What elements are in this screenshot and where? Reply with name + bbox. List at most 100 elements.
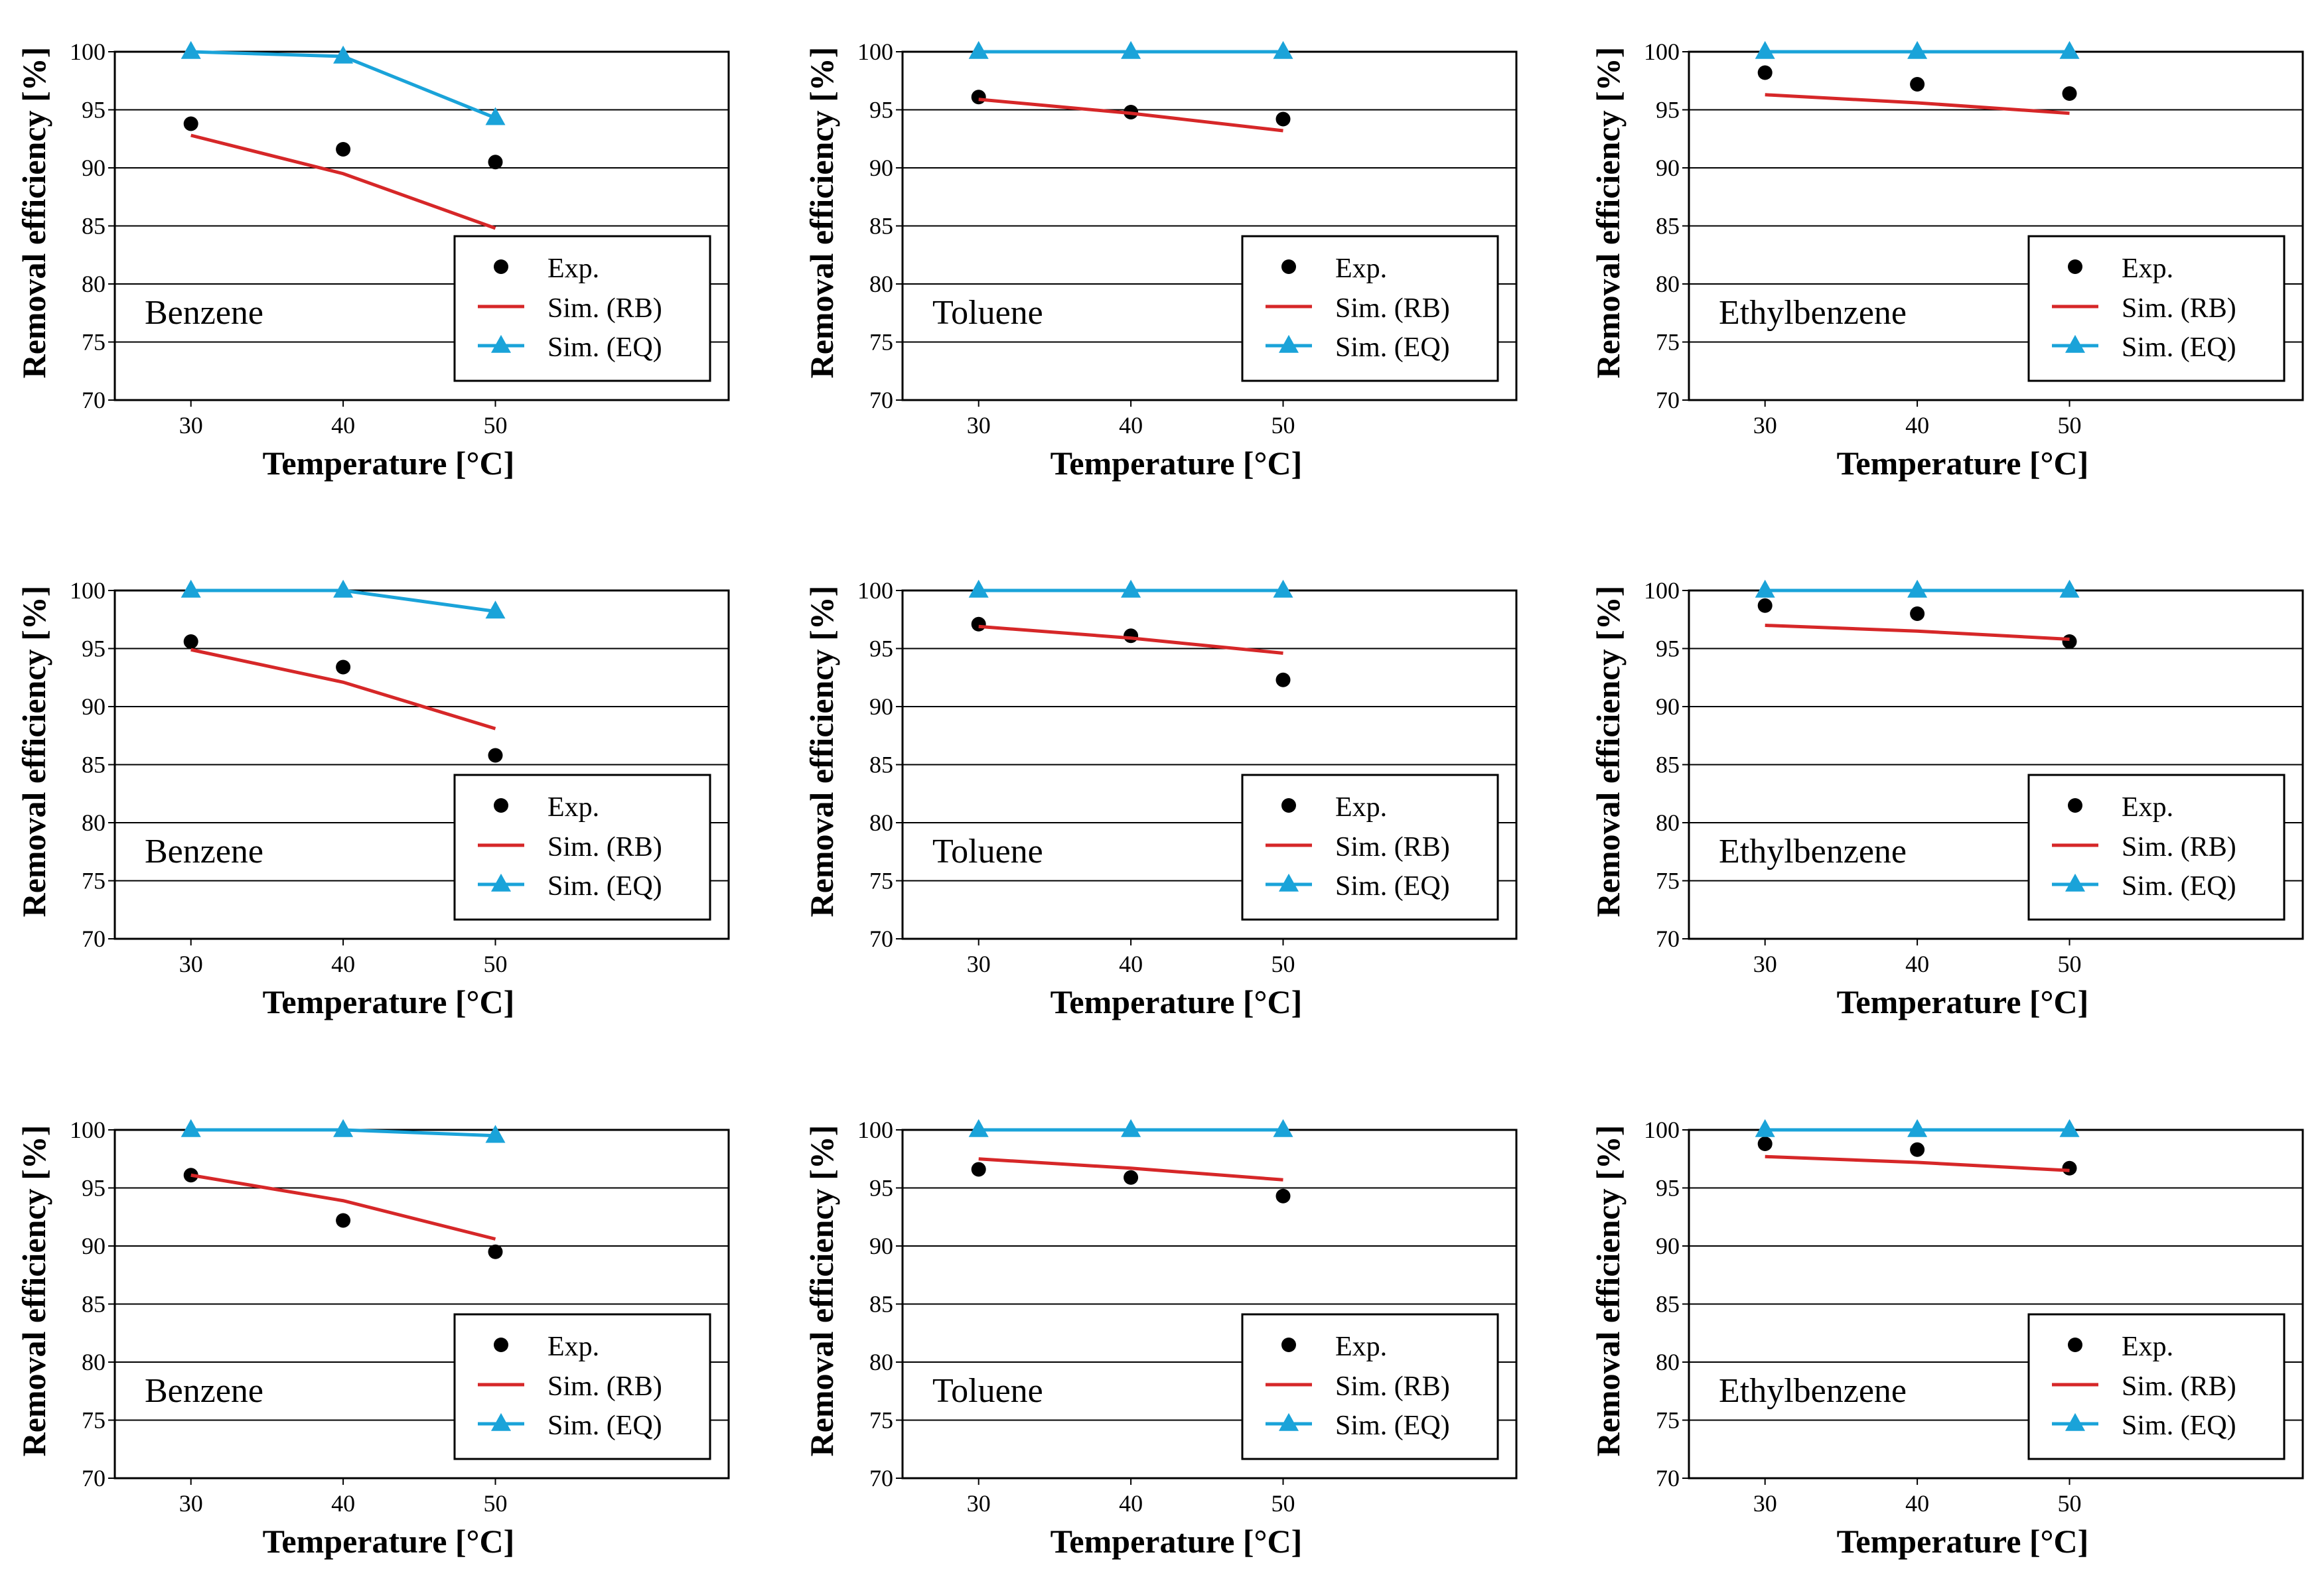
y-tick-label: 75	[82, 868, 106, 894]
y-tick-label: 75	[82, 329, 106, 356]
y-tick-label: 100	[1644, 38, 1680, 65]
x-axis-title: Temperature [°C]	[263, 1523, 515, 1560]
legend-label: Sim. (RB)	[547, 832, 662, 863]
x-axis-title: Temperature [°C]	[263, 983, 515, 1020]
y-tick-label: 80	[82, 809, 106, 836]
x-tick-label: 30	[967, 951, 991, 977]
chart-panel: 70 75 80 85 90 95 100 30 40 50 Temperature [°C] Rem…	[15, 1117, 730, 1560]
data-point-exp	[971, 90, 986, 105]
y-tick-label: 75	[1656, 1407, 1680, 1434]
y-tick-label: 100	[1644, 577, 1680, 604]
compound-label: Toluene	[932, 1372, 1043, 1410]
legend-box	[1241, 1313, 1499, 1460]
legend-triangle-eq	[1279, 1413, 1299, 1431]
x-tick-label: 30	[1753, 412, 1777, 439]
legend-marker-exp	[1281, 1338, 1296, 1352]
y-tick-label: 70	[82, 387, 106, 413]
y-axis-title: Removal efficiency [%]	[803, 47, 840, 379]
y-tick-label: 80	[1656, 271, 1680, 297]
x-tick-label: 40	[331, 951, 355, 977]
legend-label: Sim. (EQ)	[1335, 1411, 1450, 1441]
data-point-exp	[1275, 672, 1291, 687]
data-point-exp	[1757, 598, 1773, 613]
y-tick-label: 90	[82, 155, 106, 181]
y-axis-title: Removal efficiency [%]	[803, 1125, 840, 1457]
legend-label: Sim. (RB)	[547, 1371, 662, 1402]
y-tick-label: 75	[869, 868, 893, 894]
y-tick-label: 95	[869, 97, 893, 123]
legend-box	[453, 235, 711, 382]
x-tick-label: 50	[1271, 1490, 1295, 1517]
data-point-eq	[1755, 1119, 1775, 1137]
y-tick-label: 85	[869, 213, 893, 240]
series-line-rb	[1765, 624, 2070, 641]
series-line-rb	[190, 133, 496, 230]
data-point-eq	[181, 40, 201, 59]
data-point-eq	[485, 1125, 506, 1143]
legend-marker-exp	[2068, 259, 2082, 274]
legend-label: Exp.	[1335, 792, 1387, 823]
data-point-eq	[2059, 1119, 2080, 1137]
data-point-eq	[968, 40, 989, 59]
legend-label: Exp.	[1335, 253, 1387, 284]
data-point-eq	[1273, 1119, 1293, 1137]
legend-label: Sim. (RB)	[1335, 293, 1450, 324]
data-point-eq	[968, 1119, 989, 1137]
data-point-exp	[1910, 606, 1925, 621]
data-point-eq	[181, 1119, 201, 1137]
legend-triangle-eq	[491, 873, 511, 892]
legend: Exp. Sim. (RB) Sim. (EQ)	[2027, 774, 2286, 921]
data-point-exp	[1910, 77, 1925, 92]
legend-triangle-eq	[491, 1413, 511, 1431]
legend: Exp. Sim. (RB) Sim. (EQ)	[1241, 235, 1499, 382]
data-point-eq	[1907, 40, 1928, 59]
legend-label: Sim. (RB)	[547, 293, 662, 324]
chart-panel: 70 75 80 85 90 95 100 30 40 50 Temperature [°C] Rem…	[15, 577, 730, 1020]
y-tick-label: 80	[869, 271, 893, 297]
y-tick-label: 80	[869, 809, 893, 836]
legend-label: Exp.	[547, 253, 599, 284]
x-tick-label: 30	[1753, 951, 1777, 977]
y-tick-label: 95	[82, 636, 106, 662]
series-line-rb	[978, 624, 1283, 655]
x-tick-label: 50	[2058, 1490, 2082, 1517]
legend-label: Sim. (EQ)	[1335, 871, 1450, 902]
data-point-exp	[488, 155, 503, 170]
data-point-exp	[488, 748, 503, 763]
data-point-eq	[485, 107, 506, 125]
y-tick-label: 70	[869, 926, 893, 952]
legend-label: Sim. (EQ)	[1335, 332, 1450, 363]
series-line-rb	[190, 648, 496, 730]
compound-label: Toluene	[932, 294, 1043, 332]
legend-box	[2027, 774, 2286, 921]
x-axis-title: Temperature [°C]	[1837, 445, 2089, 482]
y-tick-label: 100	[857, 1117, 893, 1143]
y-tick-label: 70	[82, 1465, 106, 1491]
y-tick-label: 100	[70, 38, 106, 65]
legend-label: Exp.	[2122, 792, 2173, 823]
data-point-eq	[1121, 1119, 1141, 1137]
data-point-eq	[333, 579, 354, 598]
data-point-eq	[1907, 579, 1928, 598]
chart-panel: 70 75 80 85 90 95 100 30 40 50 Temperature [°C] Rem…	[1589, 38, 2304, 482]
legend: Exp. Sim. (RB) Sim. (EQ)	[1241, 1313, 1499, 1460]
legend-label: Exp.	[547, 1332, 599, 1362]
legend-label: Exp.	[1335, 1332, 1387, 1362]
x-tick-label: 40	[1905, 1490, 1929, 1517]
y-tick-label: 90	[869, 1233, 893, 1259]
data-point-eq	[2059, 40, 2080, 59]
legend-marker-exp	[1281, 798, 1296, 813]
y-tick-label: 75	[1656, 868, 1680, 894]
y-tick-label: 90	[869, 155, 893, 181]
y-tick-label: 90	[1656, 1233, 1680, 1259]
data-point-eq	[485, 600, 506, 619]
compound-label: Benzene	[145, 833, 263, 870]
y-axis-title: Removal efficiency [%]	[1589, 1125, 1627, 1457]
series-line-rb	[978, 98, 1283, 133]
y-tick-label: 75	[869, 1407, 893, 1434]
x-tick-label: 50	[484, 1490, 508, 1517]
legend-label: Exp.	[2122, 1332, 2173, 1362]
y-tick-label: 95	[1656, 97, 1680, 123]
x-axis-title: Temperature [°C]	[1051, 983, 1303, 1020]
y-tick-label: 90	[1656, 693, 1680, 720]
